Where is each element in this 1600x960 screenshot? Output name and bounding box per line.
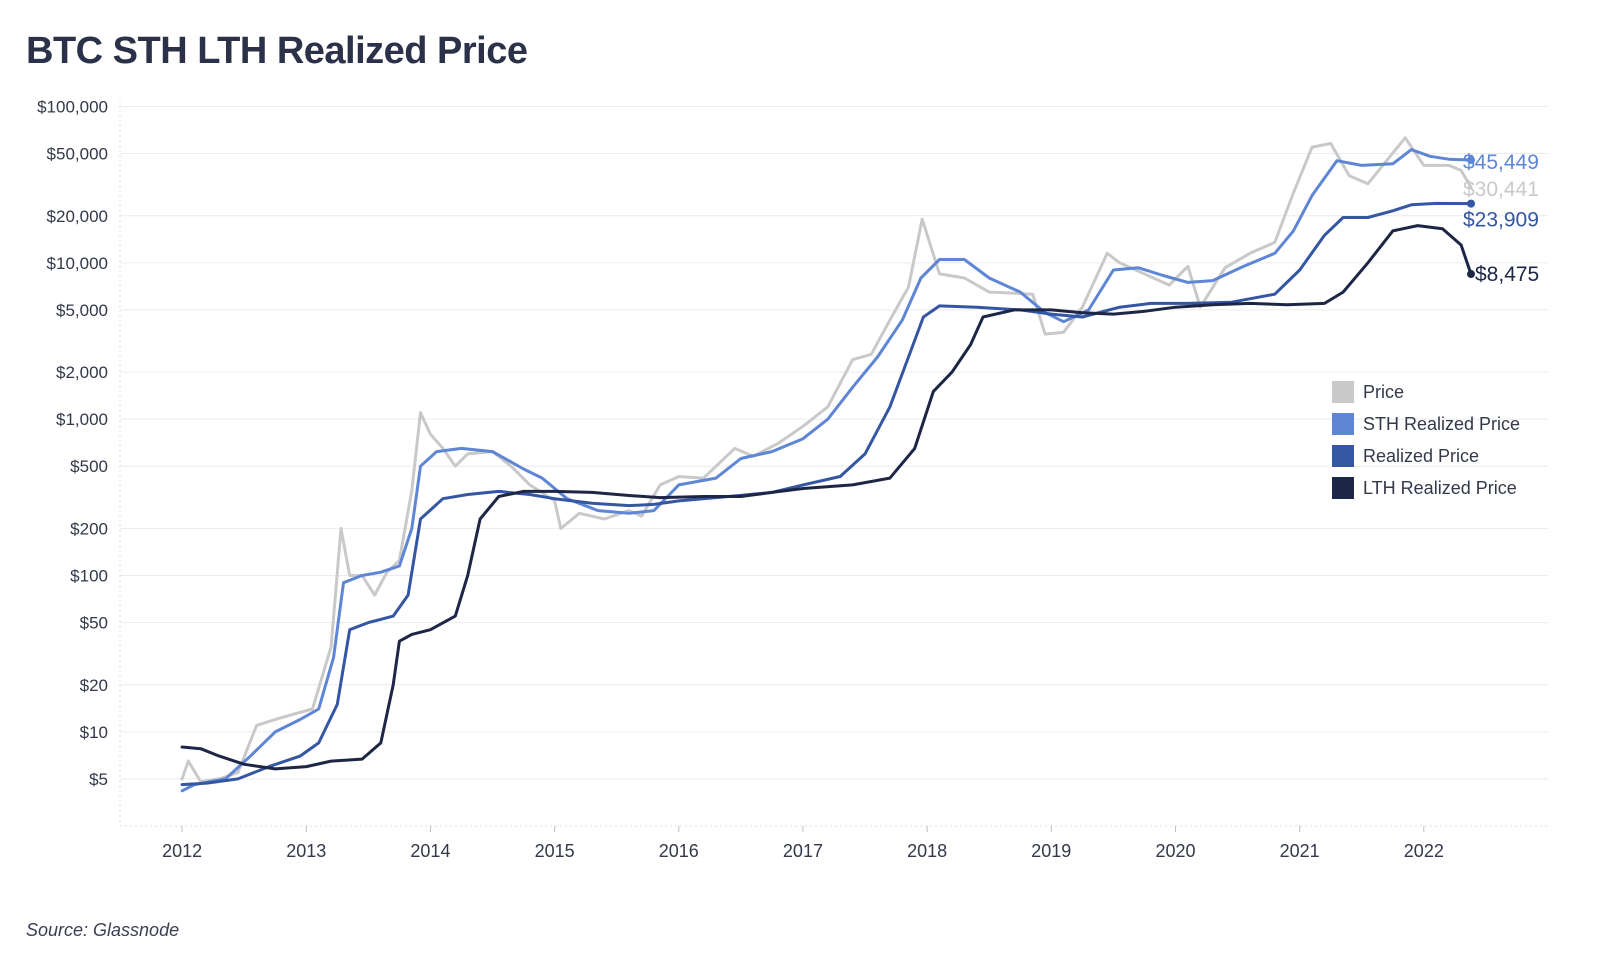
y-tick-label: $1,000: [56, 410, 108, 429]
end-marker-sth-realized-price: [1467, 156, 1476, 165]
legend-swatch-sth: [1332, 413, 1354, 435]
y-tick-label: $20,000: [47, 207, 108, 226]
legend-label-lth: LTH Realized Price: [1363, 477, 1517, 498]
chart-title: BTC STH LTH Realized Price: [26, 30, 528, 72]
y-tick-label: $5,000: [56, 301, 108, 320]
series-line-sth-realized-price: [180, 148, 1473, 793]
x-tick-label: 2014: [410, 841, 450, 861]
series-line-lth-realized-price: [180, 224, 1473, 771]
y-tick-label: $50: [80, 614, 108, 633]
y-tick-label: $5: [89, 770, 108, 789]
legend-swatch-realized: [1332, 445, 1354, 467]
end-marker-realized-price: [1467, 199, 1476, 208]
legend-label-realized: Realized Price: [1363, 445, 1480, 466]
legend: Price STH Realized Price Realized Price …: [1332, 376, 1520, 504]
legend-label-sth: STH Realized Price: [1363, 413, 1521, 434]
legend-label-price: Price: [1363, 381, 1405, 402]
y-tick-label: $500: [70, 457, 108, 476]
legend-swatch-price: [1332, 381, 1354, 403]
x-tick-label: 2015: [535, 841, 575, 861]
y-tick-label: $20: [80, 676, 108, 695]
x-tick-label: 2012: [162, 841, 202, 861]
x-tick-label: 2017: [783, 841, 823, 861]
x-tick-label: 2021: [1280, 841, 1320, 861]
legend-item-price: Price: [1332, 376, 1520, 408]
end-marker-lth-realized-price: [1467, 270, 1476, 279]
y-tick-label: $100: [70, 567, 108, 586]
end-label-sth-realized-price: $45,449: [1463, 151, 1539, 174]
end-label-lth-realized-price: $8,475: [1475, 263, 1539, 286]
y-tick-label: $100,000: [37, 97, 108, 116]
y-tick-label: $10: [80, 723, 108, 742]
legend-item-lth: LTH Realized Price: [1332, 472, 1520, 504]
end-label-realized-price: $23,909: [1463, 209, 1539, 232]
end-label-price: $30,441: [1463, 178, 1539, 201]
x-tick-label: 2018: [907, 841, 947, 861]
x-tick-label: 2016: [659, 841, 699, 861]
y-tick-label: $10,000: [47, 254, 108, 273]
legend-swatch-lth: [1332, 477, 1354, 499]
legend-item-realized: Realized Price: [1332, 440, 1520, 472]
x-tick-label: 2022: [1404, 841, 1444, 861]
source-note: Source: Glassnode: [26, 920, 180, 940]
y-tick-label: $200: [70, 519, 108, 538]
y-tick-label: $50,000: [47, 145, 108, 164]
y-tick-label: $2,000: [56, 363, 108, 382]
x-tick-label: 2013: [286, 841, 326, 861]
legend-item-sth: STH Realized Price: [1332, 408, 1520, 440]
series-line-realized-price: [180, 201, 1473, 787]
x-tick-label: 2020: [1155, 841, 1195, 861]
x-tick-label: 2019: [1031, 841, 1071, 861]
